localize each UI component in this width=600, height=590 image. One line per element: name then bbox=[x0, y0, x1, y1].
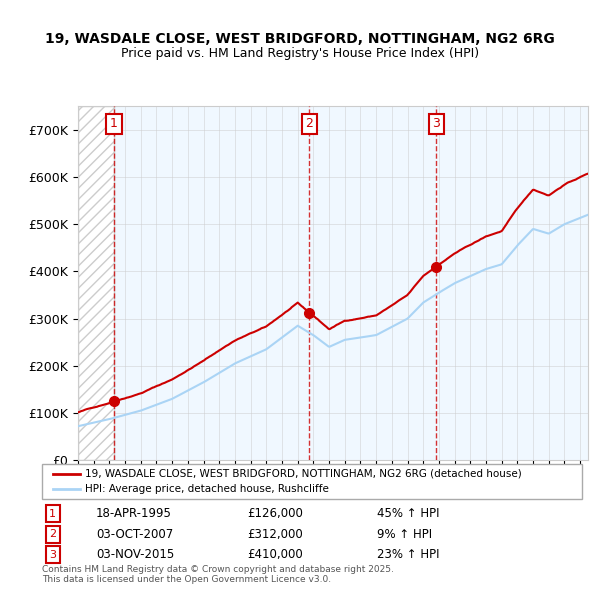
FancyBboxPatch shape bbox=[42, 464, 582, 499]
Text: 9% ↑ HPI: 9% ↑ HPI bbox=[377, 527, 432, 540]
Text: 19, WASDALE CLOSE, WEST BRIDGFORD, NOTTINGHAM, NG2 6RG (detached house): 19, WASDALE CLOSE, WEST BRIDGFORD, NOTTI… bbox=[85, 469, 522, 479]
Text: £312,000: £312,000 bbox=[247, 527, 303, 540]
Text: 2: 2 bbox=[305, 117, 313, 130]
Text: 1: 1 bbox=[49, 509, 56, 519]
Text: 03-OCT-2007: 03-OCT-2007 bbox=[96, 527, 173, 540]
Text: 23% ↑ HPI: 23% ↑ HPI bbox=[377, 548, 439, 561]
Text: 1: 1 bbox=[110, 117, 118, 130]
Bar bbox=[78, 106, 114, 460]
Text: 3: 3 bbox=[433, 117, 440, 130]
Bar bbox=[78, 106, 114, 460]
Text: 2: 2 bbox=[49, 529, 56, 539]
Text: Price paid vs. HM Land Registry's House Price Index (HPI): Price paid vs. HM Land Registry's House … bbox=[121, 47, 479, 60]
Text: £410,000: £410,000 bbox=[247, 548, 303, 561]
Text: 45% ↑ HPI: 45% ↑ HPI bbox=[377, 507, 439, 520]
Text: 3: 3 bbox=[49, 550, 56, 560]
Text: Contains HM Land Registry data © Crown copyright and database right 2025.
This d: Contains HM Land Registry data © Crown c… bbox=[42, 565, 394, 584]
Text: £126,000: £126,000 bbox=[247, 507, 303, 520]
Text: 03-NOV-2015: 03-NOV-2015 bbox=[96, 548, 174, 561]
Text: HPI: Average price, detached house, Rushcliffe: HPI: Average price, detached house, Rush… bbox=[85, 484, 329, 494]
Text: 18-APR-1995: 18-APR-1995 bbox=[96, 507, 172, 520]
Text: 19, WASDALE CLOSE, WEST BRIDGFORD, NOTTINGHAM, NG2 6RG: 19, WASDALE CLOSE, WEST BRIDGFORD, NOTTI… bbox=[45, 32, 555, 47]
